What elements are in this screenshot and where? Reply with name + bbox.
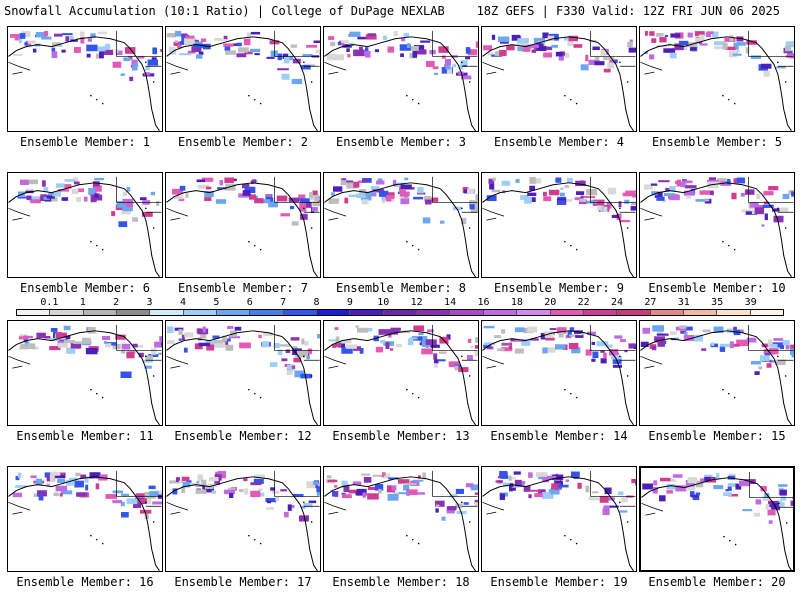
- colorbar-tick-label: 0.1: [40, 297, 59, 308]
- colorbar-swatch: [750, 310, 783, 315]
- colorbar-swatch: [83, 310, 118, 315]
- snowfall-colorbar: [16, 309, 784, 316]
- ensemble-map-12[interactable]: [165, 320, 321, 426]
- colorbar-swatch: [583, 310, 618, 315]
- ensemble-map-14[interactable]: [481, 320, 637, 426]
- colorbar-swatch: [683, 310, 718, 315]
- colorbar-swatch: [50, 310, 84, 315]
- colorbar-tick-label: 22: [577, 297, 590, 308]
- figure-title: Snowfall Accumulation (10:1 Ratio) | Col…: [4, 4, 445, 18]
- colorbar-tick-label: 4: [179, 297, 186, 308]
- colorbar-swatch: [217, 310, 251, 315]
- colorbar-tick-label: 35: [711, 297, 724, 308]
- ensemble-member-label: Ensemble Member: 11: [16, 429, 154, 443]
- ensemble-member-label: Ensemble Member: 9: [493, 281, 625, 295]
- ensemble-member-label: Ensemble Member: 20: [648, 575, 786, 589]
- ensemble-member-label: Ensemble Member: 4: [493, 135, 625, 149]
- colorbar-swatch: [383, 310, 418, 315]
- colorbar-tick-label: 9: [346, 297, 353, 308]
- ensemble-member-label: Ensemble Member: 6: [19, 281, 151, 295]
- ensemble-member-label: Ensemble Member: 17: [174, 575, 312, 589]
- colorbar-swatch: [250, 310, 284, 315]
- ensemble-member-label: Ensemble Member: 7: [177, 281, 309, 295]
- colorbar-tick-label: 10: [377, 297, 390, 308]
- colorbar-tick-label: 8: [313, 297, 320, 308]
- ensemble-member-label: Ensemble Member: 8: [335, 281, 467, 295]
- ensemble-member-label: Ensemble Member: 16: [16, 575, 154, 589]
- colorbar-swatch: [350, 310, 384, 315]
- ensemble-member-label: Ensemble Member: 1: [19, 135, 151, 149]
- ensemble-map-3[interactable]: [323, 26, 479, 132]
- ensemble-map-1[interactable]: [7, 26, 163, 132]
- colorbar-tick-label: 16: [477, 297, 490, 308]
- ensemble-map-15[interactable]: [639, 320, 795, 426]
- colorbar-swatch: [317, 310, 351, 315]
- colorbar-tick-label: 31: [677, 297, 690, 308]
- ensemble-map-7[interactable]: [165, 172, 321, 278]
- colorbar-tick-label: 1: [79, 297, 86, 308]
- colorbar-swatch: [150, 310, 184, 315]
- colorbar-tick-label: 24: [611, 297, 624, 308]
- model-valid-time: 18Z GEFS | F330 Valid: 12Z FRI JUN 06 20…: [476, 4, 780, 18]
- ensemble-map-2[interactable]: [165, 26, 321, 132]
- ensemble-map-8[interactable]: [323, 172, 479, 278]
- colorbar-tick-label: 14: [444, 297, 457, 308]
- colorbar-tick-label: 39: [744, 297, 757, 308]
- ensemble-member-label: Ensemble Member: 5: [651, 135, 783, 149]
- ensemble-member-label: Ensemble Member: 18: [332, 575, 470, 589]
- ensemble-member-label: Ensemble Member: 14: [490, 429, 628, 443]
- colorbar-tick-label: 27: [644, 297, 657, 308]
- ensemble-member-label: Ensemble Member: 19: [490, 575, 628, 589]
- colorbar-tick-label: 20: [544, 297, 557, 308]
- colorbar-swatch: [117, 310, 151, 315]
- colorbar-swatch: [617, 310, 651, 315]
- colorbar-swatch: [183, 310, 218, 315]
- ensemble-map-19[interactable]: [481, 466, 637, 572]
- colorbar-tick-label: 3: [146, 297, 153, 308]
- ensemble-member-label: Ensemble Member: 2: [177, 135, 309, 149]
- colorbar-tick-label: 7: [280, 297, 287, 308]
- ensemble-map-11[interactable]: [7, 320, 163, 426]
- ensemble-map-6[interactable]: [7, 172, 163, 278]
- ensemble-member-label: Ensemble Member: 13: [332, 429, 470, 443]
- ensemble-map-20[interactable]: [639, 466, 795, 572]
- ensemble-map-10[interactable]: [639, 172, 795, 278]
- colorbar-swatch: [550, 310, 584, 315]
- ensemble-map-18[interactable]: [323, 466, 479, 572]
- colorbar-tick-label: 18: [510, 297, 523, 308]
- ensemble-map-4[interactable]: [481, 26, 637, 132]
- ensemble-map-9[interactable]: [481, 172, 637, 278]
- colorbar-swatch: [17, 310, 51, 315]
- ensemble-member-label: Ensemble Member: 12: [174, 429, 312, 443]
- colorbar-swatch: [450, 310, 484, 315]
- colorbar-tick-label: 12: [410, 297, 423, 308]
- colorbar-swatch: [283, 310, 318, 315]
- colorbar-tick-label: 6: [246, 297, 253, 308]
- colorbar-swatch: [717, 310, 751, 315]
- ensemble-member-label: Ensemble Member: 10: [648, 281, 786, 295]
- colorbar-swatch: [517, 310, 551, 315]
- colorbar-swatch: [483, 310, 518, 315]
- ensemble-member-label: Ensemble Member: 15: [648, 429, 786, 443]
- ensemble-map-17[interactable]: [165, 466, 321, 572]
- colorbar-swatch: [417, 310, 451, 315]
- colorbar-tick-label: 2: [113, 297, 120, 308]
- ensemble-map-16[interactable]: [7, 466, 163, 572]
- colorbar-swatch: [650, 310, 684, 315]
- colorbar-tick-labels: 0.1 1 2 3 4 5 6 7 8 9 10 12 14 16 18 20 22 24 27 31 35 39: [16, 297, 784, 309]
- colorbar-tick-label: 5: [213, 297, 220, 308]
- ensemble-map-5[interactable]: [639, 26, 795, 132]
- ensemble-member-label: Ensemble Member: 3: [335, 135, 467, 149]
- ensemble-map-13[interactable]: [323, 320, 479, 426]
